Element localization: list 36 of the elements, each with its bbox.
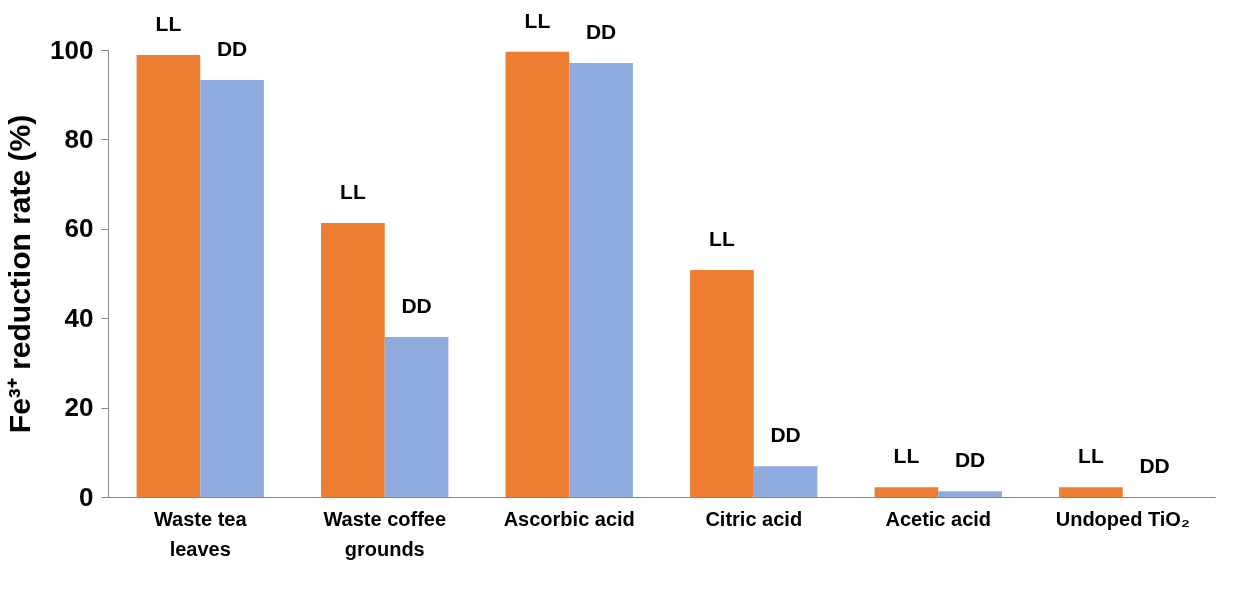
bar [938, 491, 1002, 497]
text: DD [770, 423, 801, 447]
bar [321, 222, 385, 497]
text: DD [1139, 454, 1170, 477]
bar [136, 54, 201, 497]
bar [384, 336, 449, 497]
x-tick-label: Citric acid [705, 507, 803, 530]
text: LL [709, 226, 735, 250]
text: DD [585, 19, 617, 43]
y-tick-label: 100 [50, 34, 94, 65]
bar [874, 487, 939, 497]
y-tick-label: 20 [64, 392, 94, 423]
text: LL [893, 444, 920, 468]
text: LL [1078, 444, 1104, 468]
text: LL [524, 8, 551, 32]
x-tick-label: Ascorbic acid [503, 507, 635, 530]
x-tick-label: Undoped TiO₂ [1055, 507, 1190, 530]
bar [569, 62, 633, 497]
x-tick-label: Waste coffee grounds [323, 507, 447, 560]
series-label: DD [216, 36, 248, 60]
y-tick-label: 40 [64, 302, 94, 333]
x-tick-label: Waste tea leaves [153, 507, 248, 560]
y-tick-label: 80 [64, 123, 94, 154]
bar [505, 51, 570, 497]
y-tick-label: 60 [64, 213, 94, 244]
bar [1059, 487, 1123, 497]
series-label: LL [155, 11, 182, 35]
y-axis-title: Fe³⁺ reduction rate (%) [3, 114, 37, 434]
bar [690, 269, 754, 497]
bar [200, 79, 264, 497]
text: LL [340, 179, 366, 203]
text: DD [401, 293, 432, 317]
text: DD [954, 448, 986, 472]
bar [753, 466, 818, 497]
x-tick-label: Acetic acid [885, 507, 992, 530]
y-tick-label: 0 [79, 481, 94, 512]
